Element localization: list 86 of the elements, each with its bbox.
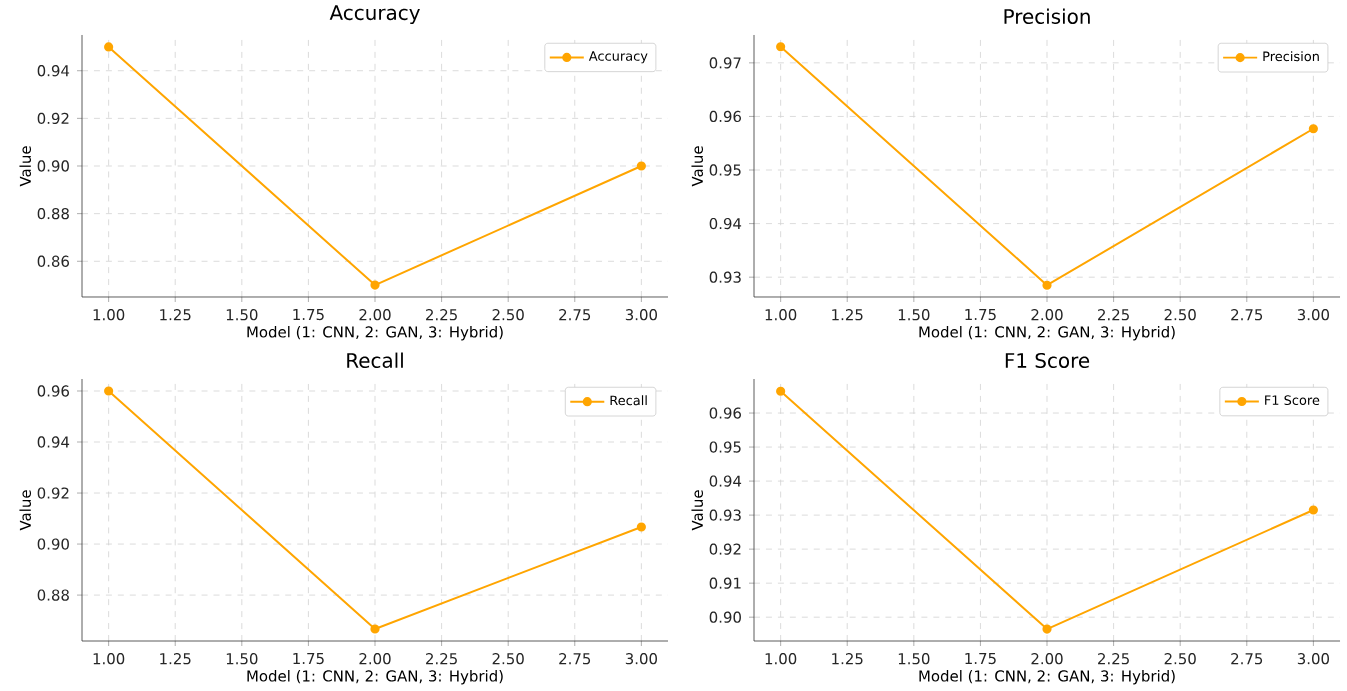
x-tick-label: 2.75 [559, 653, 591, 665]
x-axis-title: Model (1: CNN, 2: GAN, 3: Hybrid) [919, 326, 1175, 341]
point [1042, 280, 1052, 290]
x-tick-label: 1.00 [765, 309, 797, 321]
x-tick-label: 1.50 [898, 309, 930, 321]
x-tick-label: 1.75 [965, 653, 996, 665]
x-tick-label: 1.50 [226, 653, 258, 665]
x-tick-label: 1.00 [93, 309, 125, 321]
point [1042, 624, 1052, 634]
y-tick-label: 0.94 [37, 436, 70, 448]
y-tick-label: 0.88 [37, 207, 69, 220]
point [1308, 505, 1318, 515]
x-tick-label: 2.50 [492, 653, 524, 665]
x-tick-label: 2.75 [1231, 309, 1263, 321]
y-tick-label: 0.92 [37, 112, 69, 125]
y-tick-label: 0.96 [37, 385, 70, 397]
x-axis-title: Model (1: CNN, 2: GAN, 3: Hybrid) [247, 326, 503, 341]
y-tick-label: 0.94 [37, 65, 70, 77]
y-tick-label: 0.86 [37, 255, 70, 267]
point [104, 42, 114, 52]
x-axis-title: Model (1: CNN, 2: GAN, 3: Hybrid) [919, 670, 1175, 685]
x-tick-label: 2.50 [1164, 653, 1196, 665]
point [636, 522, 646, 532]
x-tick-label: 3.00 [625, 309, 657, 321]
y-tick-label: 0.88 [37, 589, 69, 601]
point [370, 280, 380, 290]
point [636, 161, 646, 171]
x-tick-label: 1.50 [898, 653, 930, 665]
x-tick-label: 3.00 [1297, 309, 1329, 321]
x-tick-label: 1.25 [832, 309, 863, 321]
point [104, 386, 114, 396]
x-tick-label: 1.75 [293, 653, 324, 665]
point [370, 624, 380, 634]
x-tick-label: 2.25 [1098, 653, 1129, 665]
legend-label: Precision [1263, 51, 1319, 62]
x-tick-label: 2.75 [559, 309, 591, 321]
legend-label: F1 Score [1265, 395, 1320, 406]
x-tick-label: 2.00 [359, 309, 391, 321]
legend-label: Recall [610, 395, 647, 406]
x-tick-label: 1.00 [93, 653, 125, 665]
y-tick-label: 0.90 [709, 611, 741, 623]
y-tick-label: 0.93 [709, 509, 741, 521]
y-tick-label: 0.96 [709, 110, 742, 123]
y-tick-label: 0.90 [37, 538, 69, 550]
x-tick-label: 3.00 [625, 653, 657, 665]
y-axis-title: Value [19, 490, 32, 531]
x-tick-label: 2.75 [1231, 653, 1263, 665]
chart-title: Precision [1004, 8, 1090, 24]
y-tick-label: 0.92 [709, 543, 741, 555]
x-tick-label: 3.00 [1297, 653, 1329, 665]
x-tick-label: 1.00 [765, 653, 797, 665]
x-tick-label: 2.25 [426, 653, 457, 665]
y-axis-title: Value [19, 146, 32, 187]
chart-title: Accuracy [329, 5, 420, 25]
y-tick-label: 0.95 [709, 164, 741, 176]
y-tick-label: 0.97 [709, 57, 741, 69]
y-tick-label: 0.94 [709, 217, 742, 230]
y-axis-title: Value [691, 490, 704, 531]
x-tick-label: 1.25 [160, 653, 191, 665]
y-tick-label: 0.91 [709, 577, 741, 589]
x-tick-label: 1.75 [965, 309, 996, 321]
x-tick-label: 2.50 [492, 309, 524, 321]
x-tick-label: 2.00 [359, 653, 391, 665]
x-tick-label: 1.75 [293, 309, 324, 321]
x-tick-label: 2.00 [1031, 309, 1063, 321]
point [776, 42, 786, 52]
y-tick-label: 0.96 [709, 407, 742, 419]
y-tick-label: 0.92 [37, 487, 69, 499]
y-tick-label: 0.94 [709, 475, 742, 487]
y-axis-title: Value [691, 146, 704, 187]
point [1308, 124, 1318, 134]
chart-title: F1 Score [1005, 352, 1090, 369]
x-tick-label: 1.50 [226, 309, 258, 321]
x-tick-label: 2.00 [1031, 653, 1063, 665]
x-axis-title: Model (1: CNN, 2: GAN, 3: Hybrid) [247, 670, 503, 685]
chart-title: Recall [347, 352, 403, 368]
legend-label: Accuracy [588, 51, 648, 64]
y-tick-label: 0.93 [709, 271, 741, 283]
y-tick-label: 0.95 [709, 441, 741, 453]
point [776, 386, 786, 396]
x-tick-label: 2.50 [1164, 309, 1196, 321]
x-tick-label: 2.25 [1098, 309, 1129, 321]
y-tick-label: 0.90 [37, 160, 69, 172]
x-tick-label: 1.25 [160, 309, 191, 321]
x-tick-label: 2.25 [426, 309, 457, 321]
x-tick-label: 1.25 [832, 653, 863, 665]
